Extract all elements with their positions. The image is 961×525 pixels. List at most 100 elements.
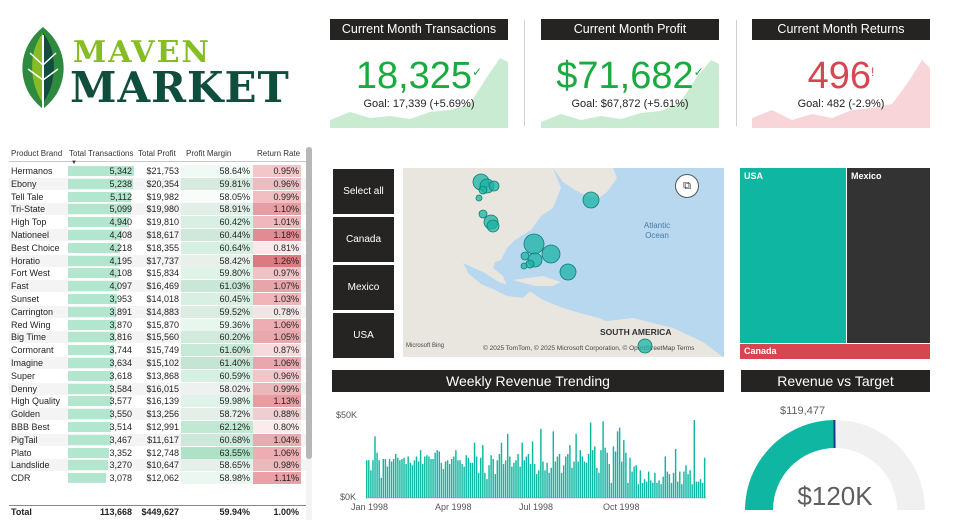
weekly-bar[interactable] — [397, 457, 399, 498]
weekly-bar[interactable] — [600, 450, 602, 498]
weekly-bar[interactable] — [662, 476, 664, 498]
weekly-bar[interactable] — [475, 456, 478, 498]
weekly-bar[interactable] — [517, 453, 519, 498]
weekly-bar[interactable] — [558, 453, 561, 498]
weekly-bar[interactable] — [674, 448, 677, 498]
table-row[interactable]: Big Time 3,816 $15,560 60.20% 1.05% — [9, 331, 306, 344]
weekly-bar[interactable] — [643, 479, 646, 498]
weekly-bar[interactable] — [490, 455, 492, 498]
column-header-brand[interactable]: Product Brand — [11, 149, 63, 158]
weekly-bar[interactable] — [448, 464, 451, 498]
weekly-bar[interactable] — [442, 469, 445, 498]
weekly-bar[interactable] — [585, 462, 588, 498]
focus-mode-icon[interactable]: ⧉ — [675, 174, 699, 198]
table-row[interactable]: Tri-State 5,099 $19,980 58.91% 1.10% — [9, 203, 306, 216]
weekly-bar[interactable] — [488, 465, 490, 498]
weekly-bar[interactable] — [577, 461, 579, 498]
weekly-bar[interactable] — [496, 460, 499, 498]
weekly-bar[interactable] — [451, 459, 453, 498]
revenue-gauge[interactable]: $119,477 $120K — [740, 398, 930, 523]
weekly-bar[interactable] — [668, 474, 671, 498]
weekly-bar[interactable] — [417, 461, 420, 498]
weekly-bar[interactable] — [415, 456, 418, 498]
weekly-bar[interactable] — [660, 484, 662, 498]
weekly-bar[interactable] — [562, 465, 565, 498]
weekly-bar[interactable] — [401, 459, 403, 498]
table-row[interactable]: Tell Tale 5,112 $19,982 58.05% 0.99% — [9, 190, 306, 203]
weekly-bar[interactable] — [519, 466, 521, 498]
weekly-bar[interactable] — [378, 460, 380, 498]
weekly-bar[interactable] — [525, 456, 528, 498]
weekly-bar[interactable] — [602, 421, 604, 498]
weekly-bar[interactable] — [436, 450, 438, 498]
weekly-bar[interactable] — [409, 462, 411, 498]
weekly-bar[interactable] — [652, 482, 654, 498]
table-row[interactable]: Fast 4,097 $16,469 61.03% 1.07% — [9, 280, 306, 293]
weekly-bar[interactable] — [540, 428, 542, 498]
weekly-bar[interactable] — [685, 465, 687, 498]
weekly-bar[interactable] — [461, 464, 463, 498]
weekly-bar[interactable] — [573, 461, 575, 498]
weekly-bar[interactable] — [513, 462, 515, 498]
weekly-bar[interactable] — [370, 470, 372, 498]
weekly-bar[interactable] — [502, 464, 505, 498]
table-row[interactable]: Sunset 3,953 $14,018 60.45% 1.03% — [9, 293, 306, 305]
table-row[interactable]: Ebony 5,238 $20,354 59.81% 0.96% — [9, 177, 306, 190]
weekly-bar[interactable] — [645, 481, 648, 498]
weekly-bar[interactable] — [629, 457, 631, 498]
weekly-bar[interactable] — [477, 472, 480, 498]
weekly-bar[interactable] — [469, 462, 472, 498]
weekly-bar[interactable] — [432, 459, 434, 498]
weekly-bar[interactable] — [623, 440, 625, 498]
weekly-bar[interactable] — [637, 484, 640, 498]
weekly-bar[interactable] — [372, 460, 374, 498]
weekly-bar[interactable] — [544, 470, 546, 498]
weekly-bar[interactable] — [515, 460, 517, 498]
weekly-bar[interactable] — [457, 460, 459, 498]
weekly-bar[interactable] — [676, 481, 679, 498]
weekly-bar[interactable] — [428, 456, 430, 498]
weekly-bar[interactable] — [440, 462, 443, 498]
column-header-profit[interactable]: Total Profit — [138, 149, 176, 158]
weekly-bar[interactable] — [411, 465, 414, 498]
weekly-bar[interactable] — [403, 457, 405, 498]
slicer-canada[interactable]: Canada — [333, 217, 394, 262]
weekly-bar[interactable] — [538, 470, 540, 498]
weekly-bar[interactable] — [581, 456, 584, 498]
weekly-bar[interactable] — [681, 484, 683, 498]
weekly-bar[interactable] — [419, 450, 422, 498]
weekly-bar[interactable] — [693, 420, 696, 498]
weekly-bar[interactable] — [664, 456, 666, 498]
weekly-bar[interactable] — [556, 456, 559, 498]
weekly-bar[interactable] — [453, 456, 455, 498]
weekly-bar[interactable] — [616, 431, 619, 498]
table-row[interactable]: Super 3,618 $13,868 60.59% 0.96% — [9, 369, 306, 382]
weekly-bar[interactable] — [399, 460, 401, 498]
weekly-bar[interactable] — [494, 474, 496, 498]
weekly-bar[interactable] — [612, 446, 615, 498]
weekly-bar[interactable] — [368, 460, 370, 498]
table-row[interactable]: Horatio 4,195 $17,737 58.42% 1.26% — [9, 254, 306, 267]
weekly-bar[interactable] — [654, 472, 656, 498]
weekly-bar[interactable] — [635, 465, 637, 498]
weekly-bar[interactable] — [699, 479, 702, 498]
table-row[interactable]: High Top 4,940 $19,810 60.42% 1.01% — [9, 216, 306, 229]
weekly-bar[interactable] — [679, 471, 681, 498]
table-row[interactable]: Golden 3,550 $13,256 58.72% 0.88% — [9, 408, 306, 421]
weekly-bar[interactable] — [627, 482, 629, 498]
weekly-bar[interactable] — [506, 433, 509, 498]
weekly-bar[interactable] — [366, 460, 368, 498]
weekly-bar[interactable] — [565, 456, 567, 498]
weekly-bar[interactable] — [424, 456, 426, 498]
weekly-bar[interactable] — [579, 450, 581, 498]
weekly-bar[interactable] — [614, 451, 617, 498]
table-row[interactable]: Imagine 3,634 $15,102 61.40% 1.06% — [9, 357, 306, 369]
table-row[interactable]: Cormorant 3,744 $15,749 61.60% 0.87% — [9, 344, 306, 357]
weekly-revenue-chart[interactable]: $50K $0K Jan 1998 Apr 1998 Jul 1998 Oct … — [330, 398, 724, 523]
weekly-bar[interactable] — [455, 450, 457, 498]
table-row[interactable]: Denny 3,584 $16,015 58.02% 0.99% — [9, 382, 306, 395]
weekly-bar[interactable] — [554, 461, 557, 498]
weekly-bar[interactable] — [430, 459, 432, 498]
weekly-bar[interactable] — [380, 477, 382, 498]
table-scrollbar-thumb[interactable] — [306, 147, 312, 459]
